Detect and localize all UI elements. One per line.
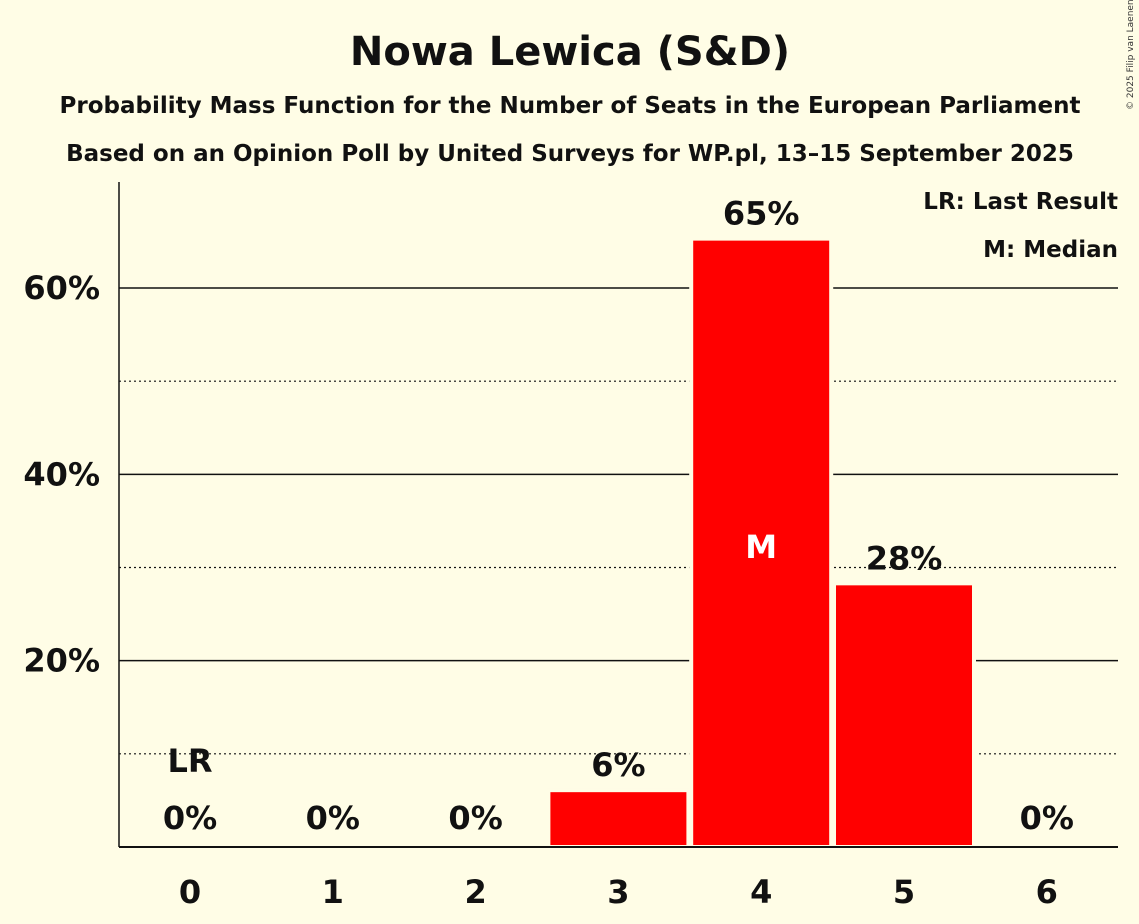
- median-marker: M: [745, 528, 777, 566]
- data-labels: 0% 0% 0% 6% 65% 28% 0% LR M: [163, 195, 1074, 837]
- data-label: 28%: [866, 539, 943, 577]
- bars: [546, 236, 976, 850]
- copyright: © 2025 Filip van Laenen: [1126, 0, 1136, 110]
- bar: [689, 236, 834, 850]
- legend-median: M: Median: [983, 237, 1118, 263]
- x-axis: 0 1 2 3 4 5 6: [119, 846, 1118, 911]
- bar: [546, 788, 691, 849]
- gridlines: [119, 287, 1118, 755]
- y-tick-label: 60%: [23, 269, 100, 307]
- data-label: 65%: [723, 195, 800, 233]
- chart-subtitle-2: Based on an Opinion Poll by United Surve…: [66, 141, 1074, 167]
- chart-subtitle: Probability Mass Function for the Number…: [60, 93, 1081, 119]
- data-label: 6%: [591, 746, 645, 784]
- x-tick-label: 2: [464, 873, 486, 911]
- data-label: 0%: [306, 799, 360, 837]
- x-tick-label: 5: [893, 873, 915, 911]
- data-label: 0%: [163, 799, 217, 837]
- last-result-marker: LR: [167, 742, 212, 780]
- x-tick-label: 4: [750, 873, 772, 911]
- y-tick-label: 40%: [23, 455, 100, 493]
- chart-title: Nowa Lewica (S&D): [350, 29, 790, 75]
- bar: [832, 581, 976, 849]
- data-label: 0%: [448, 799, 502, 837]
- x-tick-label: 1: [322, 873, 344, 911]
- data-label: 0%: [1020, 799, 1074, 837]
- y-tick-label: 20%: [23, 642, 100, 680]
- y-axis: 20% 40% 60%: [23, 182, 120, 847]
- legend-last-result: LR: Last Result: [923, 189, 1118, 215]
- x-tick-label: 3: [607, 873, 629, 911]
- x-tick-label: 0: [179, 873, 201, 911]
- x-tick-label: 6: [1036, 873, 1058, 911]
